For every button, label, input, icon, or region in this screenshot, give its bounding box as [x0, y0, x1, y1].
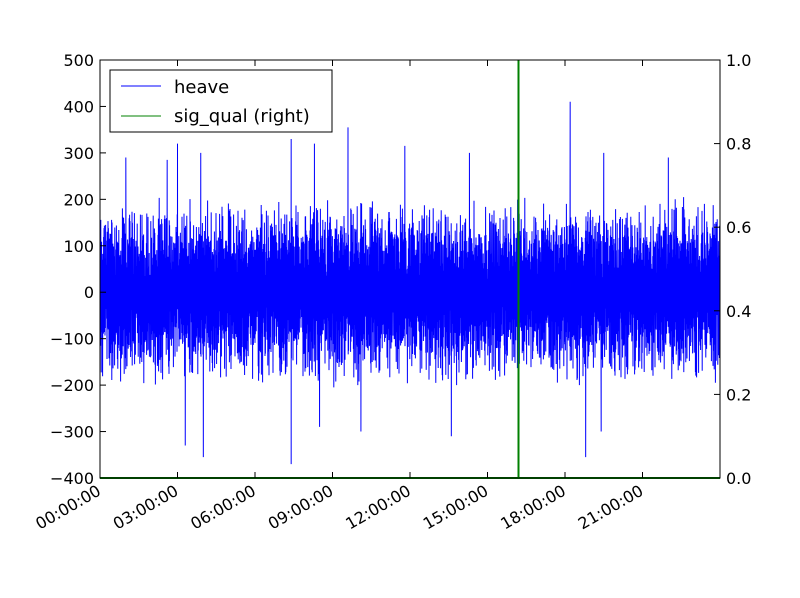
y-left-tick-label: −300: [50, 423, 94, 442]
legend-label-heave: heave: [174, 77, 229, 98]
y-left-tick-label: −100: [50, 330, 94, 349]
y-left-tick-label: −400: [50, 469, 94, 488]
legend-box: [109, 69, 333, 133]
y-left-tick-label: 100: [63, 237, 94, 256]
y-left-tick-label: −200: [50, 376, 94, 395]
y-left-tick-label: 500: [63, 51, 94, 70]
y-right-tick-label: 0.6: [726, 218, 751, 237]
x-tick-label: 21:00:00: [575, 481, 647, 533]
x-tick-label: 03:00:00: [110, 481, 182, 533]
heave-series: [99, 101, 721, 465]
y-left-tick-label: 0: [84, 283, 94, 302]
y-right-tick-label: 0.2: [726, 385, 751, 404]
x-tick-label: 00:00:00: [32, 481, 104, 533]
y-right-tick-label: 0.4: [726, 302, 751, 321]
y-left-tick-label: 400: [63, 97, 94, 116]
legend: heave sig_qual (right): [109, 69, 333, 133]
x-tick-label: 12:00:00: [342, 481, 414, 533]
heave-line: [99, 101, 721, 465]
x-tick-label: 15:00:00: [420, 481, 492, 533]
x-tick-label: 06:00:00: [187, 481, 259, 533]
y-right-tick-label: 1.0: [726, 51, 751, 70]
x-tick-label: 09:00:00: [265, 481, 337, 533]
legend-label-sig-qual: sig_qual (right): [174, 106, 310, 127]
y-right-tick-label: 0.8: [726, 135, 751, 154]
y-left-tick-label: 200: [63, 190, 94, 209]
axis-ticks: [99, 59, 720, 479]
x-tick-label: 18:00:00: [497, 481, 569, 533]
y-left-tick-label: 300: [63, 144, 94, 163]
y-right-tick-label: 0.0: [726, 469, 751, 488]
